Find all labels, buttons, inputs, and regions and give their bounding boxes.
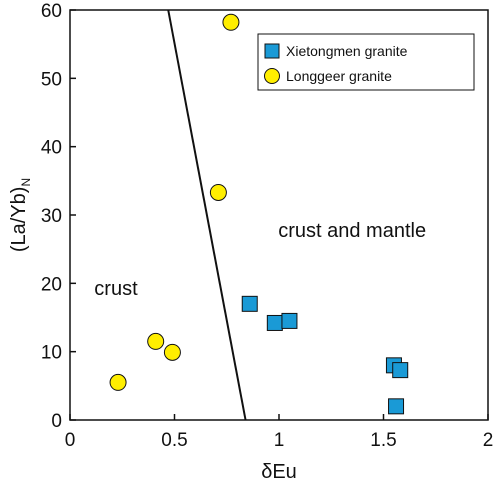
xietongmen-point (392, 362, 409, 379)
boundary-line (167, 9, 247, 421)
longgeer-point (209, 183, 227, 201)
x-tick-label: 2 (483, 430, 494, 451)
xietongmen-point (266, 314, 283, 331)
data-points (109, 13, 409, 415)
y-axis-title-text: (La/Yb)N (8, 178, 33, 252)
y-tick-label: 20 (41, 274, 62, 295)
region-label: crust (94, 278, 138, 300)
x-axis-ticks: 0 0.5 1 1.5 2 (65, 414, 494, 451)
legend-label-longgeer: Longgeer granite (286, 68, 392, 84)
region-label: crust and mantle (278, 220, 426, 242)
legend-circle-marker (264, 68, 280, 84)
y-tick-label: 60 (41, 1, 62, 22)
legend-box (257, 33, 475, 91)
x-axis-title: δEu (261, 461, 297, 483)
x-tick-label: 1.5 (370, 430, 396, 451)
xietongmen-point (241, 295, 258, 312)
y-tick-label: 10 (41, 343, 62, 364)
longgeer-point (109, 373, 127, 391)
x-tick-label: 0.5 (161, 430, 187, 451)
y-tick-label: 40 (41, 138, 62, 159)
legend-square-marker (264, 43, 280, 59)
y-axis-title-subscript: N (19, 178, 33, 187)
y-tick-label: 30 (41, 206, 62, 227)
y-tick-label: 0 (51, 411, 62, 432)
xietongmen-point (388, 398, 405, 415)
region-labels: crust crust and mantle (94, 220, 426, 300)
x-tick-label: 1 (274, 430, 285, 451)
y-axis-title: (La/Yb)N (8, 178, 33, 252)
x-tick-label: 0 (65, 430, 76, 451)
y-axis-title-main: (La/Yb) (8, 187, 30, 253)
y-tick-label: 50 (41, 69, 62, 90)
y-axis-ticks: 0 10 20 30 40 50 60 (41, 1, 76, 432)
legend: Xietongmen granite Longgeer granite (257, 33, 475, 91)
longgeer-point (222, 13, 240, 31)
longgeer-point (163, 343, 181, 361)
xietongmen-point (281, 312, 298, 329)
legend-label-xietongmen: Xietongmen granite (286, 43, 408, 59)
longgeer-point (147, 332, 165, 350)
